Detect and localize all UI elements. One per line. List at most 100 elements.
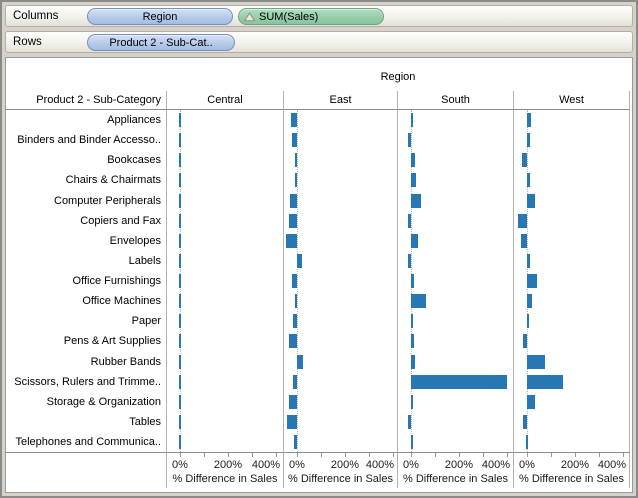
bar-mark[interactable]	[411, 334, 415, 349]
bar-mark[interactable]	[179, 113, 181, 127]
bar-mark[interactable]	[527, 374, 563, 389]
bar-mark[interactable]	[411, 274, 414, 288]
bar-mark[interactable]	[179, 133, 181, 148]
row-label[interactable]: Storage & Organization	[46, 395, 161, 408]
bar-mark[interactable]	[291, 274, 297, 288]
bar-mark[interactable]	[522, 414, 527, 429]
bar-mark[interactable]	[407, 133, 411, 148]
row-label[interactable]: Office Furnishings	[72, 275, 161, 288]
bar-mark[interactable]	[411, 113, 413, 127]
mark-row	[514, 170, 629, 190]
bar-mark[interactable]	[293, 314, 297, 329]
bar-mark[interactable]	[179, 314, 181, 329]
bar-mark[interactable]	[527, 133, 531, 148]
bar-mark[interactable]	[286, 233, 297, 248]
bar-mark[interactable]	[291, 113, 297, 127]
bar-mark[interactable]	[411, 374, 507, 389]
bar-mark[interactable]	[527, 173, 531, 188]
bar-mark[interactable]	[526, 435, 528, 449]
bar-mark[interactable]	[289, 334, 297, 349]
bar-mark[interactable]	[297, 354, 304, 369]
bar-mark[interactable]	[527, 294, 532, 309]
bar-mark[interactable]	[289, 213, 297, 228]
axis-tick	[507, 453, 508, 457]
bar-mark[interactable]	[411, 314, 413, 329]
bar-mark[interactable]	[295, 153, 297, 168]
bar-mark[interactable]	[411, 233, 418, 248]
bar-mark[interactable]	[411, 153, 416, 168]
region-field-title[interactable]: Region	[380, 71, 416, 83]
column-header-central[interactable]: Central	[166, 91, 283, 110]
bar-mark[interactable]	[295, 294, 297, 309]
row-label[interactable]: Computer Peripherals	[54, 194, 161, 207]
bar-mark[interactable]	[411, 173, 416, 188]
row-label[interactable]: Pens & Art Supplies	[63, 335, 161, 348]
bar-mark[interactable]	[179, 374, 181, 389]
bar-mark[interactable]	[408, 253, 411, 268]
row-label[interactable]: Telephones and Communica..	[15, 436, 161, 449]
bar-mark[interactable]	[179, 334, 181, 349]
bar-mark[interactable]	[527, 394, 535, 409]
bar-mark[interactable]	[521, 153, 527, 168]
sum-sales-pill[interactable]: SUM(Sales)	[238, 8, 384, 25]
column-header-east[interactable]: East	[283, 91, 397, 110]
bar-mark[interactable]	[179, 193, 181, 208]
bar-mark[interactable]	[527, 113, 532, 127]
bar-mark[interactable]	[179, 354, 181, 369]
bar-mark[interactable]	[518, 213, 527, 228]
bar-mark[interactable]	[522, 334, 527, 349]
row-label[interactable]: Rubber Bands	[90, 355, 161, 368]
bar-mark[interactable]	[179, 253, 181, 268]
row-label[interactable]: Copiers and Fax	[80, 214, 161, 227]
axis-tick	[599, 453, 600, 457]
bar-mark[interactable]	[411, 435, 413, 449]
bar-mark[interactable]	[521, 233, 527, 248]
row-label[interactable]: Labels	[128, 254, 161, 267]
row-field-header[interactable]: Product 2 - Sub-Category	[6, 91, 166, 110]
row-label[interactable]: Bookcases	[107, 154, 161, 167]
bar-mark[interactable]	[179, 153, 181, 168]
bar-mark[interactable]	[286, 414, 297, 429]
column-header-west[interactable]: West	[513, 91, 630, 110]
bar-mark[interactable]	[179, 173, 181, 188]
bar-mark[interactable]	[179, 274, 181, 288]
bar-mark[interactable]	[527, 193, 535, 208]
row-label[interactable]: Appliances	[107, 114, 161, 127]
bar-mark[interactable]	[179, 435, 181, 449]
bar-mark[interactable]	[179, 213, 181, 228]
bar-mark[interactable]	[407, 213, 411, 228]
bar-mark[interactable]	[179, 294, 181, 309]
product-subcategory-pill[interactable]: Product 2 - Sub-Cat..	[87, 34, 235, 51]
bar-mark[interactable]	[179, 414, 181, 429]
column-header-south[interactable]: South	[397, 91, 513, 110]
row-label[interactable]: Tables	[129, 415, 161, 428]
bar-mark[interactable]	[297, 253, 303, 268]
bar-mark[interactable]	[527, 354, 545, 369]
bar-mark[interactable]	[527, 253, 531, 268]
row-label[interactable]: Binders and Binder Accesso..	[17, 134, 161, 147]
row-label[interactable]: Chairs & Chairmats	[65, 174, 161, 187]
bar-mark[interactable]	[292, 374, 297, 389]
bar-mark[interactable]	[295, 173, 297, 188]
row-label[interactable]: Office Machines	[82, 295, 161, 308]
bar-mark[interactable]	[289, 394, 297, 409]
bar-mark[interactable]	[290, 193, 297, 208]
bar-mark[interactable]	[179, 233, 181, 248]
row-label[interactable]: Paper	[131, 315, 161, 328]
row-label[interactable]: Scissors, Rulers and Trimme..	[14, 375, 161, 388]
region-pill[interactable]: Region	[87, 8, 233, 25]
rows-shelf[interactable]: Rows Product 2 - Sub-Cat..	[5, 31, 633, 53]
bar-mark[interactable]	[411, 354, 416, 369]
bar-mark[interactable]	[294, 435, 297, 449]
bar-mark[interactable]	[292, 133, 297, 148]
bar-mark[interactable]	[527, 274, 537, 288]
axis-tick-label: 200%	[213, 459, 243, 471]
bar-mark[interactable]	[179, 394, 181, 409]
bar-mark[interactable]	[527, 314, 529, 329]
bar-mark[interactable]	[411, 193, 422, 208]
bar-mark[interactable]	[411, 394, 413, 409]
bar-mark[interactable]	[411, 294, 427, 309]
columns-shelf[interactable]: Columns Region SUM(Sales)	[5, 5, 633, 27]
bar-mark[interactable]	[407, 414, 411, 429]
row-label[interactable]: Envelopes	[109, 234, 161, 247]
